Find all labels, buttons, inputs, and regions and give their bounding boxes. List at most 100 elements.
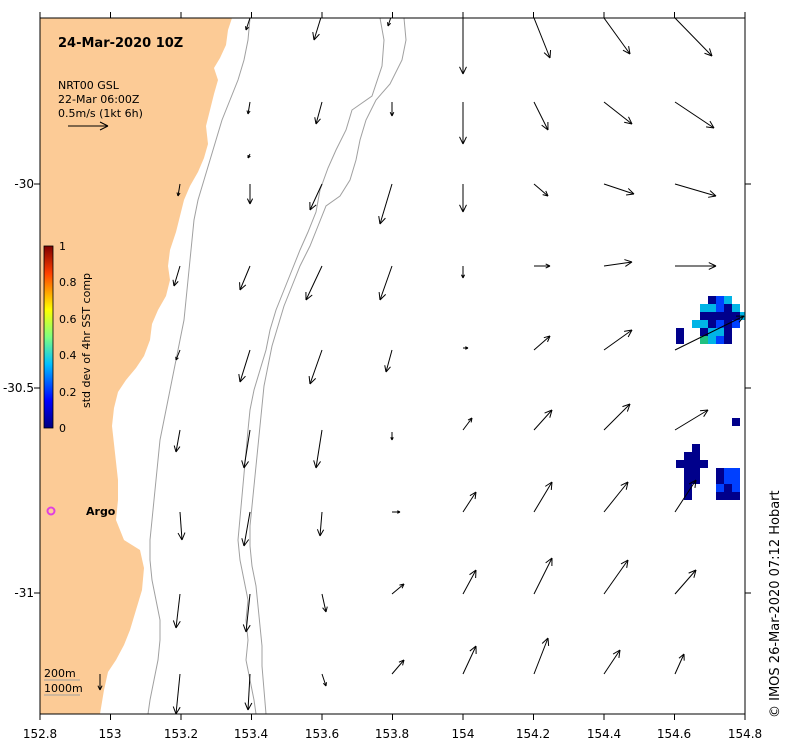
current-vector [462, 569, 477, 595]
sst-cell [700, 336, 708, 344]
sst-cell [716, 492, 724, 500]
current-vector [674, 315, 745, 351]
current-vector [674, 18, 713, 57]
sst-cell [692, 444, 700, 452]
current-vector [674, 479, 697, 513]
colorbar-tick-label: 0.8 [59, 276, 77, 289]
sst-cell [724, 476, 732, 484]
sst-cell [708, 312, 716, 320]
current-vector [459, 102, 467, 145]
current-vector [534, 263, 551, 269]
current-vector [246, 184, 254, 205]
sst-cell [724, 492, 732, 500]
x-tick-label: 153.6 [305, 727, 339, 741]
sst-cell [716, 328, 724, 336]
current-vector [392, 510, 401, 514]
current-vector [241, 429, 251, 469]
sst-cell [724, 468, 732, 476]
current-vector [175, 349, 181, 361]
colorbar-tick-label: 0 [59, 422, 66, 435]
contour-1000m [249, 18, 407, 714]
current-vector [241, 511, 251, 547]
current-vector [674, 409, 709, 431]
y-tick-label: -30.5 [3, 381, 34, 395]
sst-cell [724, 312, 732, 320]
current-vector [242, 593, 251, 633]
current-vector [172, 593, 181, 629]
current-vector [244, 673, 253, 711]
argo-float-marker [46, 506, 56, 516]
sst-cell [716, 484, 724, 492]
colorbar-tick-label: 1 [59, 240, 66, 253]
sst-cell [724, 328, 732, 336]
sst-cell [716, 468, 724, 476]
sst-cell [724, 304, 732, 312]
x-tick-label: 154.4 [587, 727, 621, 741]
current-vector [460, 266, 466, 279]
sst-cell [716, 296, 724, 304]
current-vector [462, 645, 477, 675]
current-vector [172, 265, 181, 287]
sst-anomaly-cells [676, 296, 745, 500]
sst-cell [716, 336, 724, 344]
legend-scale: 0.5m/s (1kt 6h) [58, 107, 143, 120]
y-tick-label: -31 [14, 586, 34, 600]
sst-cell [732, 468, 740, 476]
current-vector [308, 349, 323, 385]
sst-cell [724, 296, 732, 304]
credit-text: © IMOS 26-Mar-2020 07:12 Hobart [768, 490, 783, 718]
current-vector [462, 491, 477, 513]
current-vector [533, 101, 549, 131]
sst-cell [676, 328, 684, 336]
sst-cell [676, 460, 684, 468]
current-vector [675, 262, 717, 270]
sst-cell [692, 452, 700, 460]
current-vector [603, 329, 633, 351]
sst-cell [708, 296, 716, 304]
sst-cell [732, 418, 740, 426]
legend-source: NRT00 GSL [58, 79, 120, 92]
current-vector [316, 511, 325, 537]
sst-cell [716, 320, 724, 328]
current-vector [177, 511, 186, 541]
current-vector [533, 481, 553, 513]
current-vector [674, 183, 717, 198]
sst-cell [692, 468, 700, 476]
x-tick-label: 154 [452, 727, 475, 741]
sst-cell [700, 312, 708, 320]
sst-cell [684, 492, 692, 500]
sst-cell [684, 460, 692, 468]
current-vector [603, 403, 631, 431]
current-vector [239, 265, 251, 291]
current-vector [533, 637, 550, 675]
depth-label-200m: 200m [44, 667, 76, 680]
colorbar-tick-label: 0.6 [59, 313, 77, 326]
sst-cell [708, 320, 716, 328]
x-tick-label: 153.2 [164, 727, 198, 741]
legend-scale-arrow [68, 121, 109, 131]
current-vector [533, 335, 551, 351]
x-tick-label: 154.8 [728, 727, 762, 741]
current-vector [305, 265, 323, 301]
current-vector [173, 429, 181, 453]
sst-cell [716, 312, 724, 320]
current-vector [246, 101, 251, 115]
sst-cell [684, 452, 692, 460]
colorbar [43, 245, 54, 429]
current-vector [97, 674, 103, 691]
current-vector [378, 183, 393, 225]
current-vector [238, 349, 251, 383]
current-vector [176, 183, 181, 197]
sst-cell [700, 320, 708, 328]
coastline-land [40, 18, 232, 714]
sst-cell [684, 468, 692, 476]
x-tick-label: 153.8 [375, 727, 409, 741]
current-vector [603, 18, 631, 55]
colorbar-label: std dev of 4hr SST comp [80, 273, 93, 408]
x-axis-labels: 152.8 153 153.2 153.4 153.6 153.8 154 15… [23, 727, 762, 741]
current-vector [247, 153, 251, 159]
sst-cell [692, 460, 700, 468]
current-vector [390, 432, 394, 441]
current-vector [533, 557, 553, 595]
